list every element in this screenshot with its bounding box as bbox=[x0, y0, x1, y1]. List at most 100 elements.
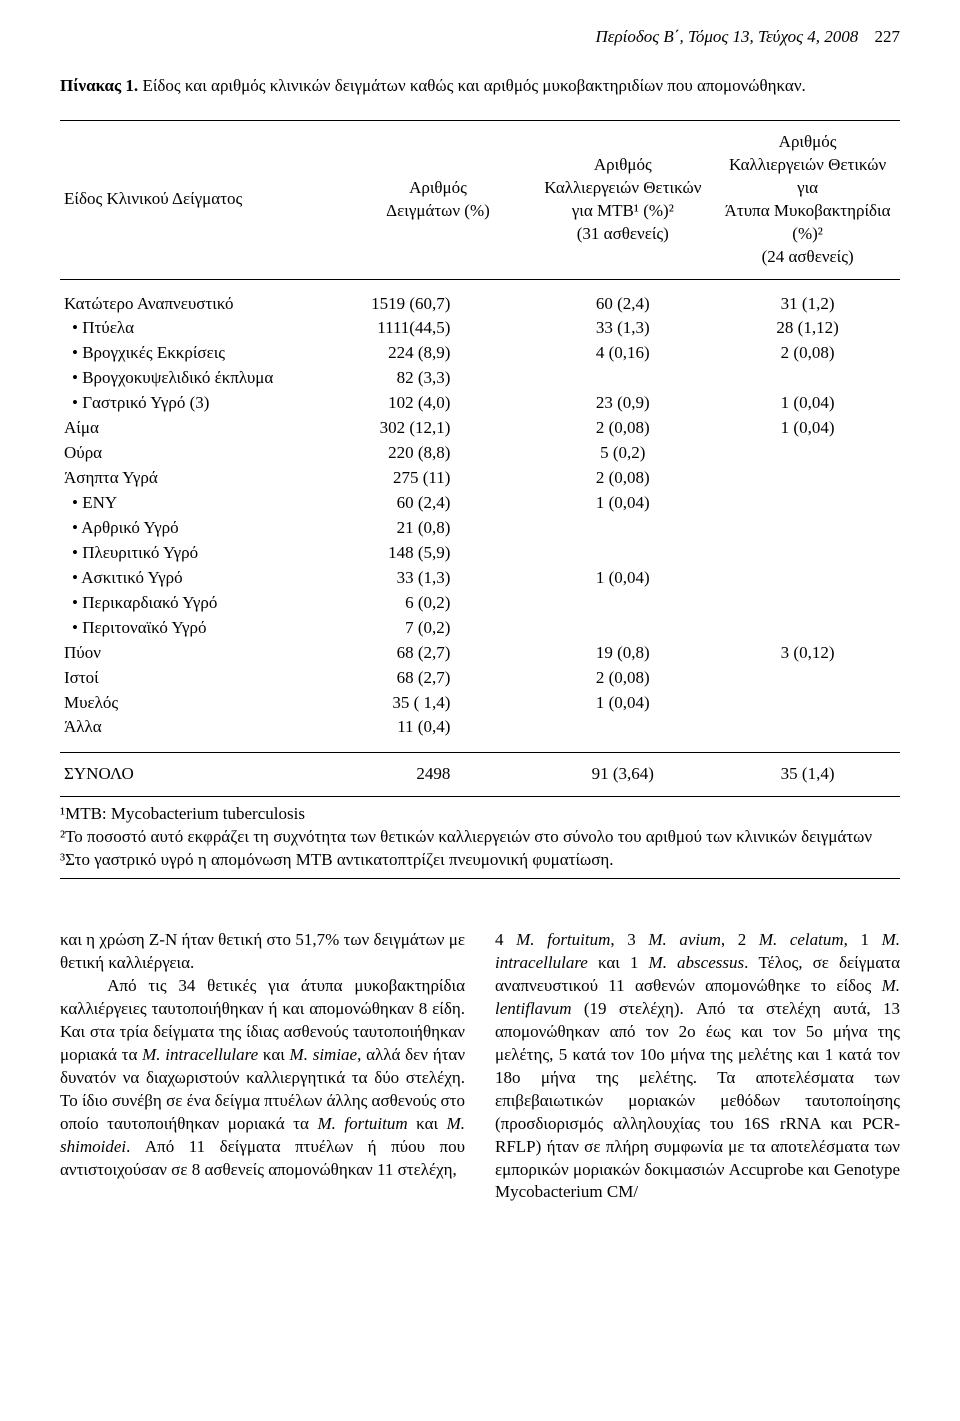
cell-specimen: Πύον bbox=[60, 641, 346, 666]
cell-atypical: 3 (0,12) bbox=[715, 641, 900, 666]
cell-specimen: • Βρογχικές Εκκρίσεις bbox=[60, 341, 346, 366]
cell-atypical bbox=[715, 666, 900, 691]
table-row: Ούρα220 (8,8)5 (0,2) bbox=[60, 441, 900, 466]
right-column: 4 M. fortuitum, 3 M. avium, 2 M. celatum… bbox=[495, 929, 900, 1204]
cell-mtb: 2 (0,08) bbox=[530, 666, 715, 691]
th-atypical: Αριθμός Καλλιεργειών Θετικών για Άτυπα Μ… bbox=[715, 121, 900, 279]
cell-specimen: Άλλα bbox=[60, 715, 346, 740]
cell-mtb bbox=[530, 715, 715, 740]
cell-count: 82 (3,3) bbox=[346, 366, 531, 391]
cell-atypical: 31 (1,2) bbox=[715, 292, 900, 317]
cell-mtb bbox=[530, 366, 715, 391]
table-row: • Πτύελα1111(44,5)33 (1,3)28 (1,12) bbox=[60, 316, 900, 341]
total-count: 2498 bbox=[346, 753, 531, 796]
footnote-3: ³Στο γαστρικό υγρό η απομόνωση MTB αντικ… bbox=[60, 849, 900, 872]
cell-specimen: Κατώτερο Αναπνευστικό bbox=[60, 292, 346, 317]
cell-specimen: • Βρογχοκυψελιδικό έκπλυμα bbox=[60, 366, 346, 391]
table-body: Κατώτερο Αναπνευστικό1519 (60,7)60 (2,4)… bbox=[60, 279, 900, 798]
rule-footnotes bbox=[60, 878, 900, 879]
cell-specimen: Μυελός bbox=[60, 691, 346, 716]
table-row: Μυελός35 ( 1,4)1 (0,04) bbox=[60, 691, 900, 716]
cell-count: 6 (0,2) bbox=[346, 591, 531, 616]
cell-mtb bbox=[530, 516, 715, 541]
cell-mtb: 1 (0,04) bbox=[530, 691, 715, 716]
cell-count: 275 (11) bbox=[346, 466, 531, 491]
cell-mtb: 1 (0,04) bbox=[530, 491, 715, 516]
table-row: Πύον68 (2,7)19 (0,8)3 (0,12) bbox=[60, 641, 900, 666]
cell-atypical bbox=[715, 691, 900, 716]
table-row: • Βρογχοκυψελιδικό έκπλυμα82 (3,3) bbox=[60, 366, 900, 391]
cell-count: 7 (0,2) bbox=[346, 616, 531, 641]
cell-count: 21 (0,8) bbox=[346, 516, 531, 541]
cell-count: 1111(44,5) bbox=[346, 316, 531, 341]
cell-atypical: 1 (0,04) bbox=[715, 391, 900, 416]
total-atypical: 35 (1,4) bbox=[715, 753, 900, 796]
cell-mtb: 33 (1,3) bbox=[530, 316, 715, 341]
table-row: Αίμα302 (12,1)2 (0,08)1 (0,04) bbox=[60, 416, 900, 441]
cell-atypical: 1 (0,04) bbox=[715, 416, 900, 441]
cell-mtb: 4 (0,16) bbox=[530, 341, 715, 366]
cell-mtb: 60 (2,4) bbox=[530, 292, 715, 317]
cell-count: 33 (1,3) bbox=[346, 566, 531, 591]
cell-mtb bbox=[530, 616, 715, 641]
cell-atypical bbox=[715, 491, 900, 516]
table-header-row: Είδος Κλινικού Δείγματος Αριθμός Δειγμάτ… bbox=[60, 121, 900, 279]
cell-atypical bbox=[715, 541, 900, 566]
cell-atypical bbox=[715, 616, 900, 641]
page-number: 227 bbox=[875, 27, 901, 46]
cell-specimen: • Γαστρικό Υγρό (3) bbox=[60, 391, 346, 416]
table-row: Άσηπτα Υγρά275 (11)2 (0,08) bbox=[60, 466, 900, 491]
cell-atypical bbox=[715, 441, 900, 466]
cell-count: 11 (0,4) bbox=[346, 715, 531, 740]
table-row: • Αρθρικό Υγρό21 (0,8) bbox=[60, 516, 900, 541]
page-header: Περίοδος Β΄, Τόμος 13, Τεύχος 4, 2008 22… bbox=[60, 26, 900, 49]
cell-specimen: Άσηπτα Υγρά bbox=[60, 466, 346, 491]
data-table: Είδος Κλινικού Δείγματος Αριθμός Δειγμάτ… bbox=[60, 121, 900, 797]
cell-specimen: • Πλευριτικό Υγρό bbox=[60, 541, 346, 566]
cell-specimen: • Αρθρικό Υγρό bbox=[60, 516, 346, 541]
cell-count: 302 (12,1) bbox=[346, 416, 531, 441]
cell-specimen: • ΕΝΥ bbox=[60, 491, 346, 516]
body-left-text: και η χρώση Z-N ήταν θετική στο 51,7% τω… bbox=[60, 929, 465, 1181]
th-mtb: Αριθμός Καλλιεργειών Θετικών για MTB¹ (%… bbox=[530, 121, 715, 279]
cell-atypical: 2 (0,08) bbox=[715, 341, 900, 366]
cell-mtb bbox=[530, 591, 715, 616]
table-row: • Περιτοναϊκό Υγρό7 (0,2) bbox=[60, 616, 900, 641]
th-specimen: Είδος Κλινικού Δείγματος bbox=[60, 121, 346, 279]
cell-specimen: Ούρα bbox=[60, 441, 346, 466]
th-count: Αριθμός Δειγμάτων (%) bbox=[346, 121, 531, 279]
cell-atypical bbox=[715, 366, 900, 391]
footnote-1: ¹MTB: Mycobacterium tuberculosis bbox=[60, 803, 900, 826]
cell-specimen: Ιστοί bbox=[60, 666, 346, 691]
cell-mtb bbox=[530, 541, 715, 566]
cell-atypical bbox=[715, 566, 900, 591]
cell-count: 35 ( 1,4) bbox=[346, 691, 531, 716]
cell-count: 60 (2,4) bbox=[346, 491, 531, 516]
cell-count: 148 (5,9) bbox=[346, 541, 531, 566]
cell-specimen: Αίμα bbox=[60, 416, 346, 441]
footnote-2: ²Το ποσοστό αυτό εκφράζει τη συχνότητα τ… bbox=[60, 826, 900, 849]
cell-count: 224 (8,9) bbox=[346, 341, 531, 366]
cell-mtb: 23 (0,9) bbox=[530, 391, 715, 416]
table-row: • Βρογχικές Εκκρίσεις224 (8,9)4 (0,16)2 … bbox=[60, 341, 900, 366]
total-row: ΣΥΝΟΛΟ249891 (3,64)35 (1,4) bbox=[60, 753, 900, 796]
cell-mtb: 19 (0,8) bbox=[530, 641, 715, 666]
table-row: • Γαστρικό Υγρό (3)102 (4,0)23 (0,9)1 (0… bbox=[60, 391, 900, 416]
cell-specimen: • Πτύελα bbox=[60, 316, 346, 341]
cell-mtb: 1 (0,04) bbox=[530, 566, 715, 591]
cell-specimen: • Περικαρδιακό Υγρό bbox=[60, 591, 346, 616]
table-row: Ιστοί68 (2,7)2 (0,08) bbox=[60, 666, 900, 691]
table-row: • Ασκιτικό Υγρό33 (1,3)1 (0,04) bbox=[60, 566, 900, 591]
cell-atypical: 28 (1,12) bbox=[715, 316, 900, 341]
table-footnotes: ¹MTB: Mycobacterium tuberculosis ²Το ποσ… bbox=[60, 803, 900, 872]
cell-atypical bbox=[715, 591, 900, 616]
cell-specimen: • Περιτοναϊκό Υγρό bbox=[60, 616, 346, 641]
table-caption: Πίνακας 1. Είδος και αριθμός κλινικών δε… bbox=[60, 75, 900, 98]
cell-mtb: 2 (0,08) bbox=[530, 466, 715, 491]
table-row: • ΕΝΥ60 (2,4)1 (0,04) bbox=[60, 491, 900, 516]
cell-count: 220 (8,8) bbox=[346, 441, 531, 466]
cell-mtb: 5 (0,2) bbox=[530, 441, 715, 466]
cell-count: 1519 (60,7) bbox=[346, 292, 531, 317]
cell-count: 68 (2,7) bbox=[346, 641, 531, 666]
cell-mtb: 2 (0,08) bbox=[530, 416, 715, 441]
